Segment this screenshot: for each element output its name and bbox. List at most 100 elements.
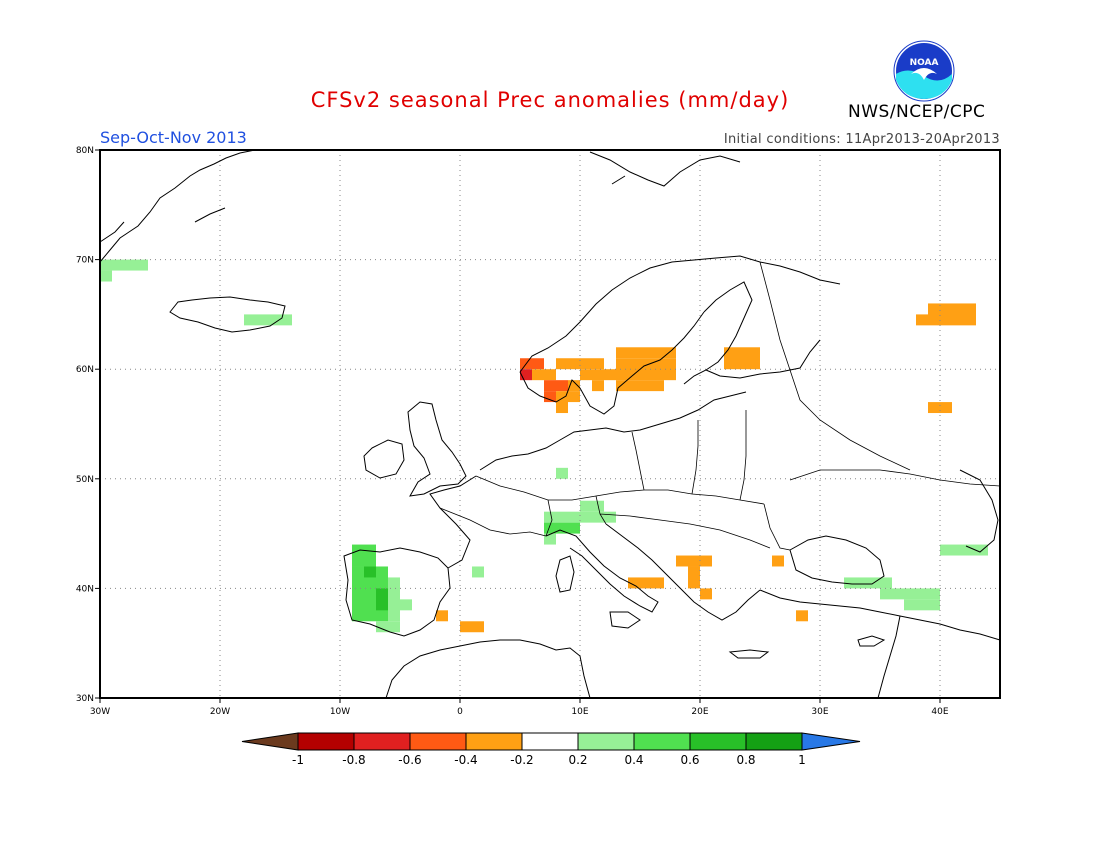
anomaly-cells — [100, 259, 988, 633]
anomaly-cell — [772, 555, 784, 567]
anomaly-cell — [400, 599, 412, 611]
colorbar-bin — [297, 732, 355, 751]
coastlines-and-borders — [99, 149, 1001, 699]
anomaly-cell — [520, 358, 544, 370]
anomaly-cell — [544, 380, 568, 392]
colorbar-label: -1 — [292, 753, 304, 767]
colorbar-high-arrow — [801, 732, 861, 751]
lon-tick-label: 40E — [931, 707, 948, 717]
initial-conditions-label: Initial conditions: 11Apr2013-20Apr2013 — [723, 132, 1000, 147]
lat-tick-label: 80N — [76, 146, 94, 156]
logo-text: NOAA — [910, 58, 939, 68]
anomaly-cell — [544, 522, 580, 534]
lat-tick-label: 30N — [76, 694, 94, 704]
anomaly-cell — [652, 347, 676, 359]
lat-tick-label: 50N — [76, 475, 94, 485]
ireland-coast — [363, 439, 405, 479]
lon-tick-label: 0 — [457, 707, 463, 717]
anomaly-cell — [100, 259, 148, 271]
anomaly-cell — [928, 303, 976, 326]
colorbar-label: -0.6 — [398, 753, 421, 767]
italy-coast — [545, 529, 659, 613]
colorbar-labels: -1 -0.8 -0.6 -0.4 -0.2 0.2 0.4 0.6 0.8 1 — [292, 753, 806, 767]
anomaly-cell — [580, 369, 616, 381]
colorbar-low-arrow — [241, 732, 299, 751]
colorbar-label: 1 — [798, 753, 806, 767]
interior-borders — [439, 261, 1001, 551]
iberia-coast — [343, 547, 451, 637]
anomaly-cell — [688, 566, 700, 589]
lat-tick-label: 40N — [76, 584, 94, 594]
scandinavia-south — [519, 311, 705, 415]
anomaly-cell — [592, 380, 604, 392]
anomaly-cell — [928, 402, 952, 414]
anomaly-cell — [244, 314, 292, 326]
anomaly-cell — [580, 500, 604, 512]
anomaly-cell — [604, 511, 616, 523]
map-title: CFSv2 seasonal Prec anomalies (mm/day) — [310, 88, 790, 112]
colorbar-label: -0.2 — [510, 753, 533, 767]
sardinia-corsica — [555, 555, 575, 593]
anomaly-cell — [568, 391, 580, 403]
lon-tick-label: 30W — [90, 707, 110, 717]
anomaly-cell — [364, 566, 376, 578]
anomaly-cell — [544, 511, 604, 523]
greenland-coast — [99, 149, 256, 263]
colorbar-label: -0.4 — [454, 753, 477, 767]
anomaly-cell — [724, 347, 760, 370]
lon-tick-label: 10W — [330, 707, 350, 717]
anomaly-cell — [700, 588, 712, 600]
anomaly-cell — [796, 610, 808, 622]
colorbar-bins — [241, 732, 861, 751]
anomaly-cell — [676, 555, 712, 567]
lon-tick-label: 10E — [571, 707, 588, 717]
colorbar-label: 0.4 — [624, 753, 643, 767]
anomaly-cell — [544, 391, 556, 403]
anomaly-cell — [616, 347, 652, 359]
lat-tick-label: 70N — [76, 256, 94, 266]
anomaly-cell — [376, 621, 400, 633]
anomaly-cell — [916, 314, 928, 326]
colorbar-bin — [409, 732, 467, 751]
colorbar-bin — [353, 732, 411, 751]
anomaly-cell — [844, 577, 892, 589]
lon-tick-label: 30E — [811, 707, 828, 717]
iceland-coast — [169, 296, 286, 333]
europe-north-coast — [479, 391, 747, 471]
season-label: Sep-Oct-Nov 2013 — [100, 128, 247, 147]
crete — [728, 649, 770, 659]
colorbar-bin — [689, 732, 747, 751]
anomaly-cell — [376, 588, 388, 611]
anomaly-cell — [904, 599, 940, 611]
norway-coast — [519, 255, 841, 373]
colorbar-label: 0.6 — [680, 753, 699, 767]
anomaly-cell — [472, 566, 484, 578]
colorbar-bin — [521, 732, 579, 751]
anomaly-cell — [352, 544, 376, 567]
turkey-coast — [759, 589, 1001, 641]
great-britain-coast — [407, 401, 467, 497]
lon-tick-label: 20E — [691, 707, 708, 717]
agency-label: NWS/NCEP/CPC — [848, 102, 986, 122]
caspian-coast — [959, 469, 999, 553]
finland-coast — [705, 339, 821, 379]
anomaly-cell — [544, 533, 556, 545]
black-sea-coast — [789, 535, 885, 585]
levant-coast — [877, 615, 901, 699]
colorbar-bin — [577, 732, 635, 751]
sicily — [609, 611, 641, 629]
lat-lon-grid — [100, 150, 1000, 698]
anomaly-cell — [556, 467, 568, 479]
anomaly-cell — [940, 544, 988, 556]
colorbar-bin — [745, 732, 803, 751]
balkans-coast — [605, 523, 761, 621]
colorbar-bin — [633, 732, 691, 751]
colorbar-label: -0.8 — [342, 753, 365, 767]
lon-tick-label: 20W — [210, 707, 230, 717]
north-africa-coast — [385, 639, 591, 699]
anomaly-cell — [880, 588, 940, 600]
colorbar-bin — [465, 732, 523, 751]
cyprus — [857, 635, 886, 647]
